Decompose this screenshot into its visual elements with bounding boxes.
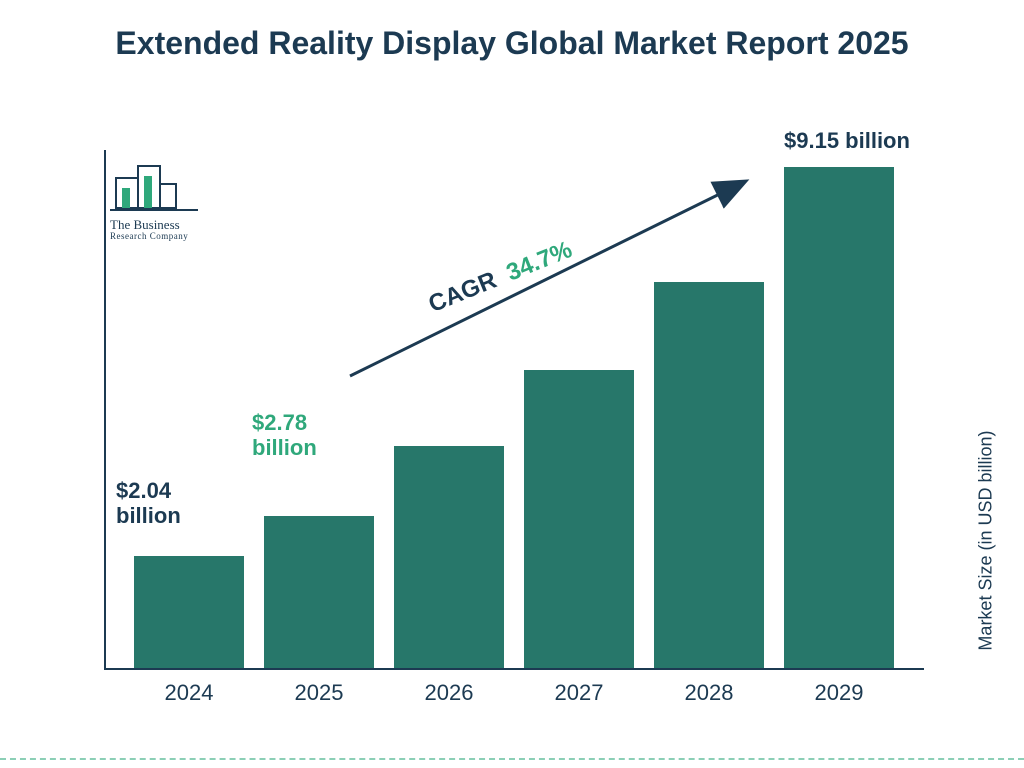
value-callout: $2.04billion bbox=[116, 478, 181, 529]
chart-title: Extended Reality Display Global Market R… bbox=[0, 24, 1024, 62]
x-axis-tick-label: 2028 bbox=[654, 680, 764, 706]
bar bbox=[654, 282, 764, 668]
bar-wrap bbox=[394, 446, 504, 668]
bar-wrap bbox=[264, 516, 374, 668]
bars-container bbox=[104, 150, 924, 668]
bar-wrap bbox=[134, 556, 244, 668]
x-axis-tick-label: 2025 bbox=[264, 680, 374, 706]
bar bbox=[394, 446, 504, 668]
x-axis-tick-label: 2027 bbox=[524, 680, 634, 706]
y-axis-label: Market Size (in USD billion) bbox=[976, 431, 997, 651]
x-axis-line bbox=[104, 668, 924, 670]
x-axis-tick-label: 2029 bbox=[784, 680, 894, 706]
bar-wrap bbox=[784, 167, 894, 668]
bar bbox=[134, 556, 244, 668]
bar bbox=[264, 516, 374, 668]
bar bbox=[784, 167, 894, 668]
bar-wrap bbox=[524, 370, 634, 668]
dashed-divider bbox=[0, 758, 1024, 760]
chart-plot-area: 202420252026202720282029 bbox=[104, 150, 924, 670]
bar bbox=[524, 370, 634, 668]
value-callout: $9.15 billion bbox=[784, 128, 910, 153]
x-axis-tick-label: 2024 bbox=[134, 680, 244, 706]
x-axis-tick-label: 2026 bbox=[394, 680, 504, 706]
x-axis-labels: 2024 2025 2026 2027 2028 2029 bbox=[104, 680, 924, 706]
value-callout: $2.78billion bbox=[252, 410, 317, 461]
bar-wrap bbox=[654, 282, 764, 668]
